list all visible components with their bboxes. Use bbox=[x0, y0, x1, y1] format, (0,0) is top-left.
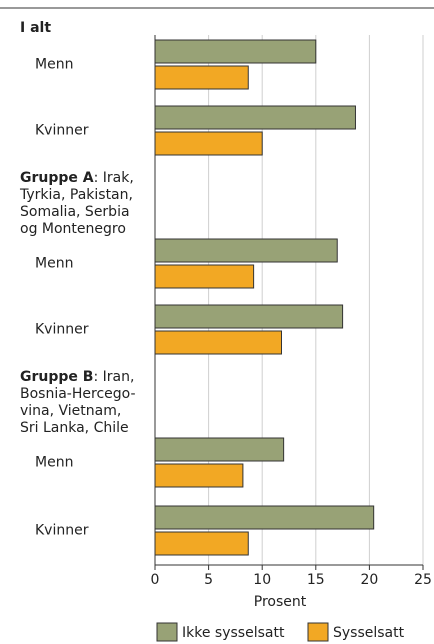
x-tick-label: 10 bbox=[253, 572, 271, 588]
x-tick-label: 25 bbox=[414, 572, 432, 588]
group-name: Gruppe A bbox=[20, 170, 94, 186]
group-name: I alt bbox=[20, 20, 51, 36]
x-tick-label: 5 bbox=[204, 572, 213, 588]
category-label: Menn bbox=[35, 455, 73, 471]
group-detail: : Irak, bbox=[94, 170, 134, 186]
category-label: Menn bbox=[35, 256, 73, 272]
group-detail: og Montenegro bbox=[20, 221, 126, 237]
category-label: Kvinner bbox=[35, 123, 89, 139]
group-header: Gruppe A: Irak, bbox=[20, 170, 134, 186]
bar bbox=[154, 330, 282, 355]
category-label: Menn bbox=[35, 57, 73, 73]
group-detail: Somalia, Serbia bbox=[20, 204, 130, 220]
bar bbox=[154, 264, 255, 289]
group-header: Gruppe B: Iran, bbox=[20, 369, 134, 385]
group-name: Gruppe B bbox=[20, 369, 93, 385]
bar bbox=[154, 437, 285, 462]
x-tick-label: 20 bbox=[360, 572, 378, 588]
bar bbox=[154, 304, 344, 329]
x-axis-label: Prosent bbox=[254, 594, 307, 610]
group-detail: Sri Lanka, Chile bbox=[20, 420, 129, 436]
category-label: Kvinner bbox=[35, 322, 89, 338]
legend-swatch bbox=[156, 622, 178, 642]
bar bbox=[154, 505, 375, 530]
bar bbox=[154, 131, 263, 156]
bar bbox=[154, 39, 317, 64]
bar bbox=[154, 65, 249, 90]
bar bbox=[154, 238, 338, 263]
bar bbox=[154, 463, 244, 488]
group-detail: : Iran, bbox=[93, 369, 134, 385]
group-detail: vina, Vietnam, bbox=[20, 403, 121, 419]
bar bbox=[154, 105, 356, 130]
legend-label: Ikke sysselsatt bbox=[182, 625, 285, 641]
category-label: Kvinner bbox=[35, 523, 89, 539]
legend-swatch bbox=[307, 622, 329, 642]
group-detail: Bosnia-Hercego- bbox=[20, 386, 136, 402]
bar bbox=[154, 531, 249, 556]
group-header: I alt bbox=[20, 20, 51, 36]
group-detail: Tyrkia, Pakistan, bbox=[19, 187, 133, 203]
x-tick-label: 15 bbox=[307, 572, 325, 588]
x-tick-label: 0 bbox=[151, 572, 160, 588]
legend-label: Sysselsatt bbox=[333, 625, 405, 641]
